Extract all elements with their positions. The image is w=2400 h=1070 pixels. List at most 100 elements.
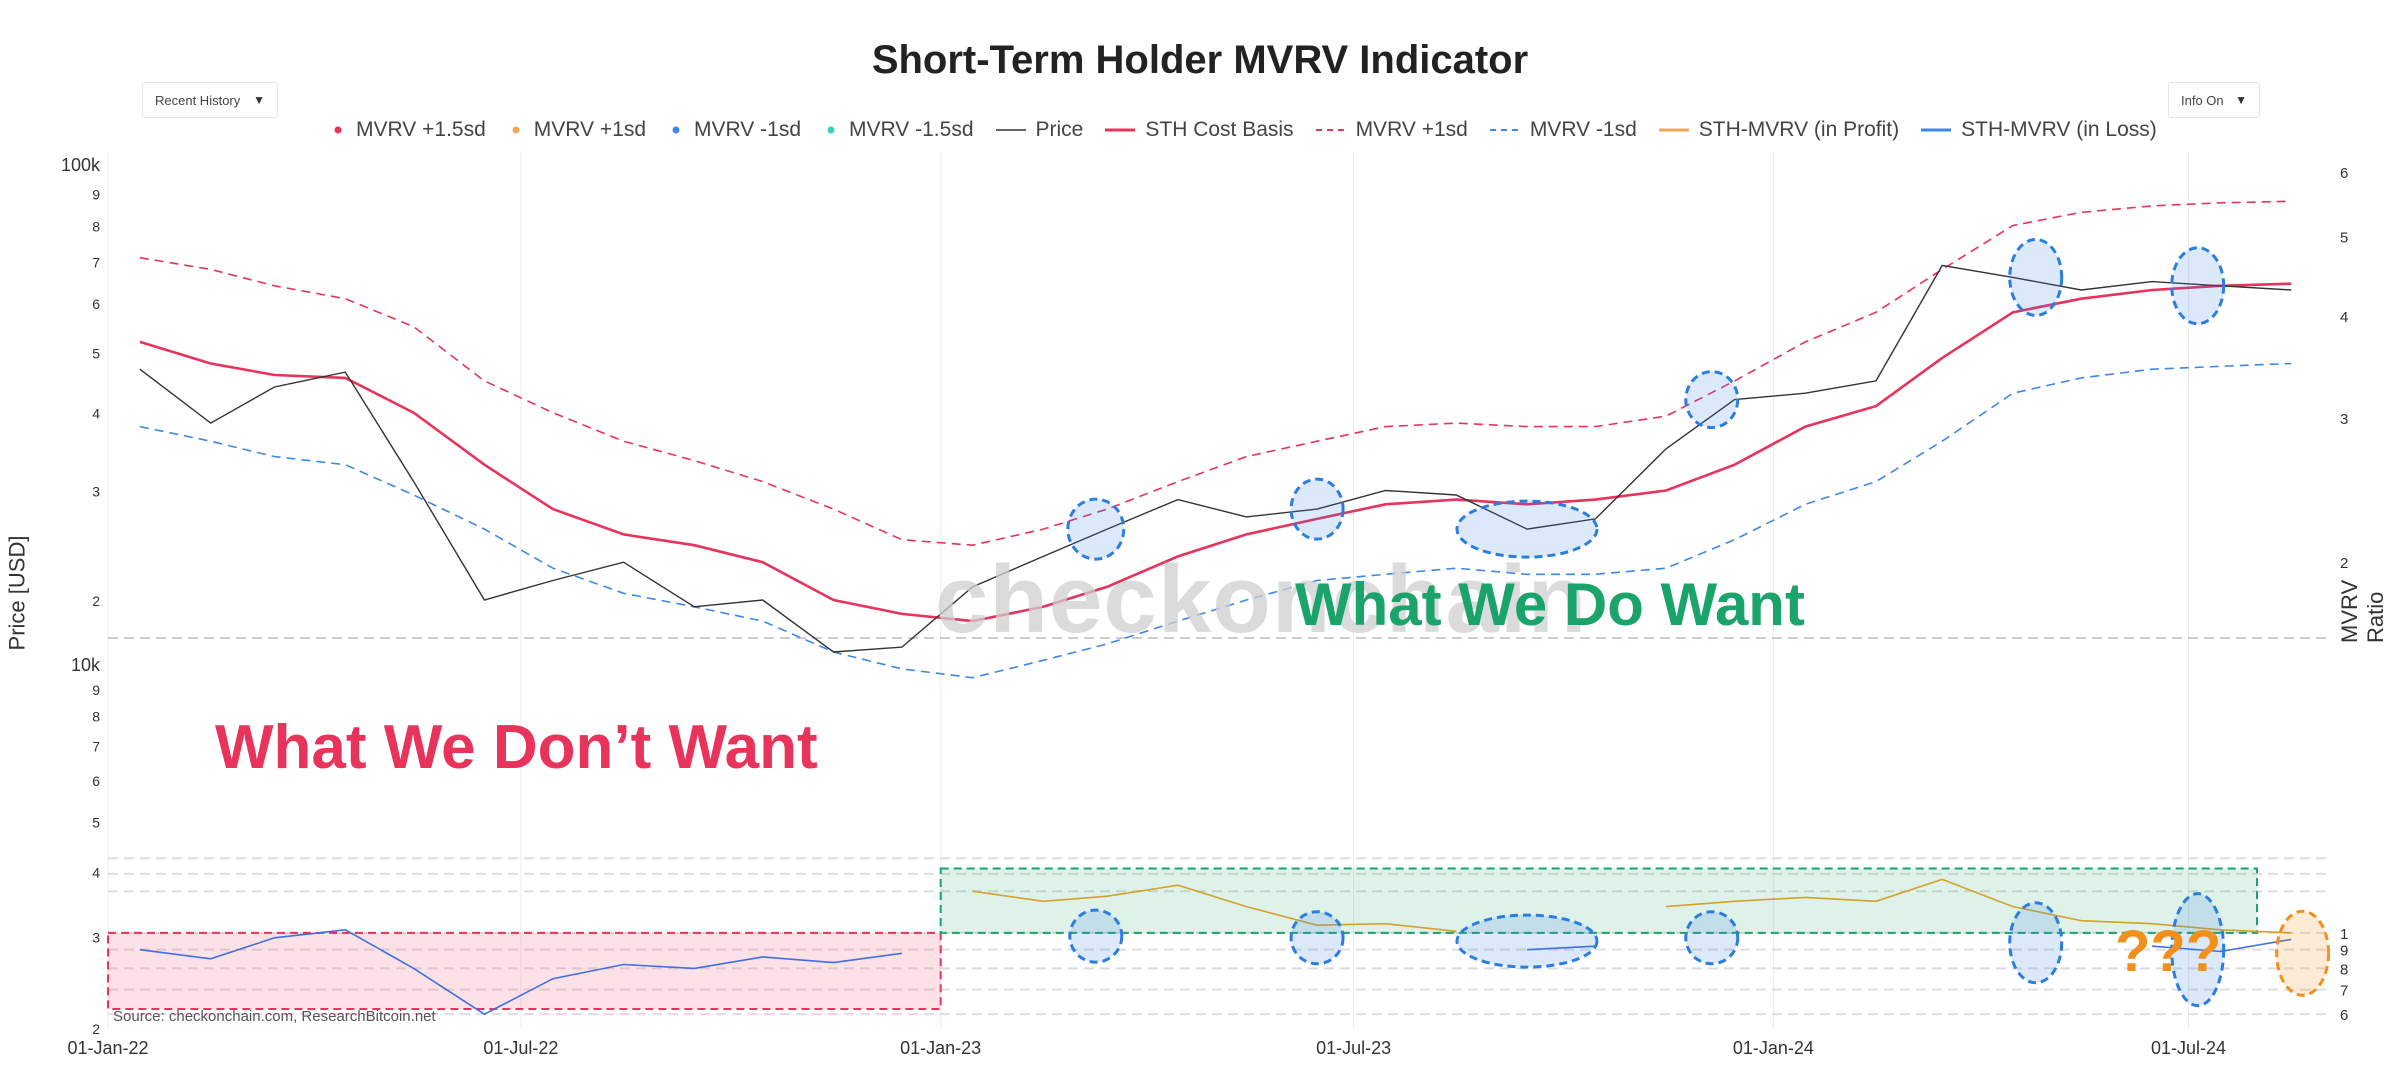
legend-label: STH Cost Basis: [1145, 118, 1294, 141]
legend-label: MVRV -1sd: [1529, 118, 1637, 141]
legend-item[interactable]: MVRV -1.5sd: [823, 118, 974, 142]
series-mvrv-minus-1sd-line: [139, 362, 2292, 679]
legend-label: MVRV +1sd: [533, 118, 647, 141]
highlight-ellipse-top: [1455, 499, 1599, 559]
x-tick-label: 01-Jan-22: [67, 1038, 148, 1058]
annotation-dont-want: What We Don’t Want: [215, 713, 818, 782]
legend-label: STH-MVRV (in Loss): [1961, 118, 2157, 141]
highlight-ellipse-bottom: [1289, 910, 1345, 966]
price-tick-label: 3: [92, 930, 100, 946]
info-dropdown[interactable]: Info On ▼: [2168, 82, 2260, 118]
legend-label: MVRV +1.5sd: [356, 118, 486, 141]
price-tick-label: 8: [92, 218, 100, 234]
zone-dont-want: [107, 931, 942, 1010]
legend-symbol-icon: [512, 126, 520, 134]
mvrv-tick-label: 8: [2340, 961, 2348, 978]
mvrv-tick-label: 2: [2340, 555, 2348, 572]
series-price-line: [139, 264, 2292, 653]
x-tick-label: 01-Jul-24: [2151, 1038, 2226, 1058]
legend-symbol-icon: [1921, 128, 1952, 132]
legend-symbol-icon: [1489, 129, 1520, 131]
legend-label: MVRV -1.5sd: [849, 118, 974, 141]
highlight-ellipse-top: [1066, 497, 1126, 561]
highlight-ellipse-top: [2008, 237, 2064, 317]
legend-symbol-icon: [672, 126, 680, 134]
chevron-down-icon: ▼: [2235, 93, 2247, 107]
legend-label: STH-MVRV (in Profit): [1698, 118, 1900, 141]
legend-item[interactable]: MVRV +1sd: [1315, 118, 1468, 142]
price-tick-label: 5: [92, 814, 100, 830]
price-tick-label: 5: [92, 345, 100, 361]
legend-symbol-icon: [995, 129, 1026, 131]
y-axis-title-price: Price [USD]: [4, 535, 30, 651]
mvrv-tick-label: 5: [2340, 230, 2348, 247]
legend-symbol-icon: [334, 126, 342, 134]
x-tick-label: 01-Jul-23: [1316, 1038, 1391, 1058]
highlight-ellipse-bottom: [1455, 913, 1599, 969]
legend-item[interactable]: MVRV +1.5sd: [330, 118, 486, 142]
legend: MVRV +1.5sd MVRV +1sd MVRV -1sd MVRV -1.5sd…: [330, 118, 2157, 142]
highlight-ellipse-bottom: [2170, 892, 2226, 1008]
price-tick-label: 2: [92, 1021, 100, 1037]
mvrv-tick-label: 3: [2340, 411, 2348, 428]
legend-item[interactable]: MVRV +1sd: [508, 118, 646, 142]
price-tick-label: 10k: [71, 655, 101, 675]
legend-symbol-icon: [827, 126, 835, 134]
highlight-ellipse-top: [1684, 370, 1740, 430]
highlight-ellipse-unknown: [2275, 909, 2331, 997]
legend-symbol-icon: [1315, 129, 1346, 131]
highlight-ellipse-bottom: [2008, 901, 2064, 985]
price-tick-label: 9: [92, 682, 100, 698]
price-tick-label: 100k: [61, 155, 101, 175]
chart-title: Short-Term Holder MVRV Indicator: [871, 38, 1529, 82]
price-tick-label: 4: [92, 865, 100, 881]
x-tick-label: 01-Jan-24: [1733, 1038, 1814, 1058]
legend-label: MVRV +1sd: [1355, 118, 1468, 141]
series-mvrv-profit-line: [972, 878, 2292, 934]
price-tick-label: 3: [92, 483, 100, 499]
mvrv-tick-label: 7: [2340, 983, 2348, 1000]
legend-item[interactable]: STH-MVRV (in Loss): [1921, 118, 2157, 142]
legend-symbol-icon: [1658, 128, 1689, 132]
x-tick-label: 01-Jan-23: [900, 1038, 981, 1058]
series-mvrv-plus-1sd-line: [139, 200, 2292, 547]
source-note: Source: checkonchain.com, ResearchBitcoi…: [113, 1008, 436, 1025]
legend-symbol-icon: [1105, 128, 1136, 132]
series-cost-basis-line: [139, 282, 2292, 623]
price-tick-label: 6: [92, 296, 100, 312]
highlight-ellipse-top: [2170, 246, 2226, 326]
legend-label: MVRV -1sd: [694, 118, 801, 141]
info-label: Info On: [2181, 92, 2224, 108]
price-tick-label: 8: [92, 708, 100, 724]
chevron-down-icon: ▼: [253, 93, 265, 107]
highlight-ellipse-bottom: [1068, 908, 1124, 964]
price-tick-label: 7: [92, 738, 100, 754]
legend-item[interactable]: Price: [995, 118, 1084, 142]
mvrv-tick-label: 9: [2340, 943, 2348, 960]
mvrv-tick-label: 4: [2340, 309, 2348, 326]
mvrv-tick-label: 6: [2340, 165, 2348, 182]
highlight-ellipse-bottom: [1684, 910, 1740, 966]
mvrv-tick-label: 6: [2340, 1007, 2348, 1024]
price-tick-label: 2: [92, 593, 100, 609]
legend-item[interactable]: STH Cost Basis: [1105, 118, 1294, 142]
price-tick-label: 4: [92, 406, 100, 422]
y-axis-title-mvrv: MVRV Ratio: [2337, 579, 2388, 643]
price-tick-label: 6: [92, 773, 100, 789]
zone-want: [939, 867, 2258, 934]
legend-item[interactable]: MVRV -1sd: [1489, 118, 1637, 142]
legend-label: Price: [1035, 118, 1084, 141]
recent-history-dropdown[interactable]: Recent History ▼: [142, 82, 278, 118]
price-tick-label: 9: [92, 187, 100, 203]
watermark: checkonchain: [935, 546, 1588, 653]
highlight-ellipse-top: [1289, 477, 1345, 541]
price-tick-label: 7: [92, 255, 100, 271]
mvrv-tick-label: 1: [2340, 926, 2348, 943]
x-tick-label: 01-Jul-22: [483, 1038, 558, 1058]
series-mvrv-loss-line: [139, 928, 2292, 1016]
recent-history-label: Recent History: [155, 92, 241, 108]
legend-item[interactable]: MVRV -1sd: [668, 118, 801, 142]
legend-item[interactable]: STH-MVRV (in Profit): [1658, 118, 1900, 142]
annotation-unknown: ???: [2115, 919, 2222, 984]
